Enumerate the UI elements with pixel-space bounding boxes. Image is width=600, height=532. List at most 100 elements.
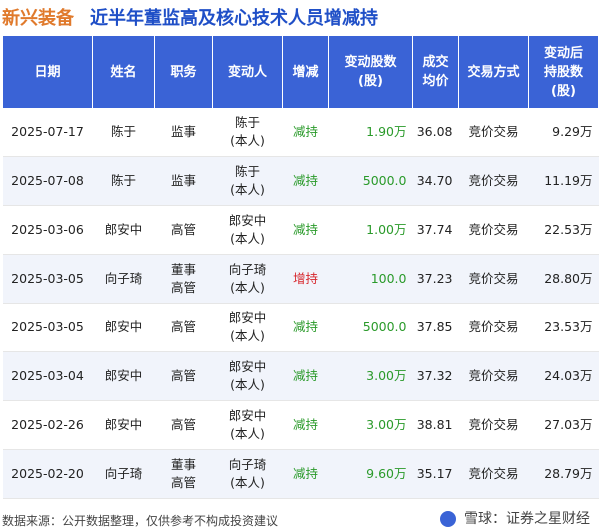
column-header: 变动股数 (股) — [328, 36, 413, 108]
column-header: 职务 — [154, 36, 213, 108]
changer-cell-line: (本人) — [230, 133, 265, 149]
changer-cell-line: (本人) — [230, 377, 265, 393]
changer-cell: 郎安中 (本人) — [212, 205, 283, 255]
column-header: 交易方式 — [458, 36, 529, 108]
price-cell: 35.17 — [412, 449, 459, 499]
date-cell: 2025-03-04 — [2, 351, 93, 401]
position-cell-line: 高管 — [170, 368, 196, 384]
column-header: 增减 — [282, 36, 329, 108]
shares-cell: 3.00万 — [328, 351, 413, 401]
after-holding-cell: 9.29万 — [528, 108, 599, 158]
column-header-label: 变动股数 — [344, 55, 397, 70]
after-holding-cell: 11.19万 — [528, 156, 599, 206]
position-cell-line: 监事 — [170, 173, 196, 189]
position-cell: 高管 — [154, 400, 213, 450]
position-cell: 高管 — [154, 205, 213, 255]
column-header-label: 姓名 — [110, 64, 137, 80]
shares-cell: 3.00万 — [328, 400, 413, 450]
changer-cell-line: 郎安中 — [228, 212, 267, 228]
changer-cell-line: 郎安中 — [228, 407, 267, 423]
column-header-label: (股) — [551, 83, 576, 99]
column-header-label: (股) — [358, 74, 383, 89]
column-header-label: 变动后 — [543, 45, 583, 61]
after-holding-cell: 23.53万 — [528, 303, 599, 353]
column-header: 成交 均价 — [412, 36, 459, 108]
date-cell: 2025-07-17 — [2, 108, 93, 158]
date-cell: 2025-03-06 — [2, 205, 93, 255]
changer-cell: 郎安中 (本人) — [212, 400, 283, 450]
date-cell: 2025-02-26 — [2, 400, 93, 450]
changer-cell: 陈于 (本人) — [212, 156, 283, 206]
direction-cell: 减持 — [282, 400, 329, 450]
column-header-label: 交易方式 — [467, 64, 520, 80]
method-cell: 竞价交易 — [458, 303, 529, 353]
method-cell: 竞价交易 — [458, 156, 529, 206]
changer-cell-line: (本人) — [230, 474, 265, 490]
shares-cell: 1.90万 — [328, 108, 413, 158]
changer-cell: 向子琦 (本人) — [212, 449, 283, 499]
method-cell: 竞价交易 — [458, 449, 529, 499]
position-cell: 监事 — [154, 156, 213, 206]
direction-cell: 减持 — [282, 449, 329, 499]
shares-cell: 9.60万 — [328, 449, 413, 499]
price-cell: 37.32 — [412, 351, 459, 401]
changer-cell-line: 向子琦 — [228, 456, 267, 472]
company-name: 新兴装备 — [2, 8, 74, 29]
table-header-row: 日期 姓名 职务 变动人 增减 变动股数 (股) 成交 均价 交易方式 变动后持股数 (股) — [2, 36, 599, 108]
position-cell-line: 高管 — [170, 416, 196, 432]
column-header-label: 变动人 — [227, 64, 267, 80]
method-cell: 竞价交易 — [458, 108, 529, 158]
changer-cell-line: (本人) — [230, 279, 265, 295]
date-cell: 2025-07-08 — [2, 156, 93, 206]
name-cell: 陈于 — [92, 108, 155, 158]
after-holding-cell: 28.79万 — [528, 449, 599, 499]
position-cell-line: 董事 — [170, 456, 196, 472]
name-cell: 郎安中 — [92, 303, 155, 353]
shares-cell: 5000.0 — [328, 303, 413, 353]
column-header-label: 持股数 — [543, 64, 583, 80]
brand-watermark: 雪球：证券之星财经 — [439, 508, 590, 528]
name-cell: 郎安中 — [92, 205, 155, 255]
snowball-logo-icon — [439, 511, 456, 527]
name-cell: 向子琦 — [92, 254, 155, 304]
changer-cell: 郎安中 (本人) — [212, 303, 283, 353]
position-cell-line: 高管 — [170, 474, 196, 490]
date-cell: 2025-03-05 — [2, 303, 93, 353]
direction-cell: 减持 — [282, 205, 329, 255]
changer-cell-line: (本人) — [230, 425, 265, 441]
name-cell: 陈于 — [92, 156, 155, 206]
changer-cell: 郎安中 (本人) — [212, 351, 283, 401]
column-header: 日期 — [2, 36, 93, 108]
changer-cell: 向子琦 (本人) — [212, 254, 283, 304]
changer-cell-line: (本人) — [230, 230, 265, 246]
changer-cell-line: (本人) — [230, 328, 265, 344]
shares-cell: 1.00万 — [328, 205, 413, 255]
table-row: 2025-03-04 郎安中 高管 郎安中 (本人) 减持 3.00万 37.32 竞价交易 24… — [2, 351, 599, 401]
direction-cell: 减持 — [282, 156, 329, 206]
price-cell: 37.74 — [412, 205, 459, 255]
method-cell: 竞价交易 — [458, 400, 529, 450]
direction-cell: 减持 — [282, 303, 329, 353]
column-header-label: 成交 — [422, 55, 449, 70]
column-header: 变动人 — [212, 36, 283, 108]
changer-cell-line: 郎安中 — [228, 310, 267, 326]
position-cell-line: 高管 — [170, 319, 196, 335]
position-cell-line: 监事 — [170, 124, 196, 140]
column-header: 姓名 — [92, 36, 155, 108]
price-cell: 34.70 — [412, 156, 459, 206]
position-cell-line: 高管 — [170, 221, 196, 237]
method-cell: 竞价交易 — [458, 205, 529, 255]
position-cell: 董事 高管 — [154, 449, 213, 499]
changer-cell-line: 陈于 — [234, 164, 260, 180]
changer-cell-line: 向子琦 — [228, 261, 267, 277]
table-row: 2025-02-20 向子琦 董事 高管 向子琦 (本人) 减持 9.60万 35.17 竞价交易… — [2, 449, 599, 499]
direction-cell: 减持 — [282, 108, 329, 158]
after-holding-cell: 28.80万 — [528, 254, 599, 304]
after-holding-cell: 24.03万 — [528, 351, 599, 401]
table-row: 2025-03-05 郎安中 高管 郎安中 (本人) 减持 5000.0 37.85 竞价交易 2… — [2, 303, 599, 353]
position-cell: 监事 — [154, 108, 213, 158]
shares-cell: 100.0 — [328, 254, 413, 304]
direction-cell: 增持 — [282, 254, 329, 304]
brand-label: 雪球：证券之星财经 — [464, 511, 590, 527]
name-cell: 郎安中 — [92, 351, 155, 401]
